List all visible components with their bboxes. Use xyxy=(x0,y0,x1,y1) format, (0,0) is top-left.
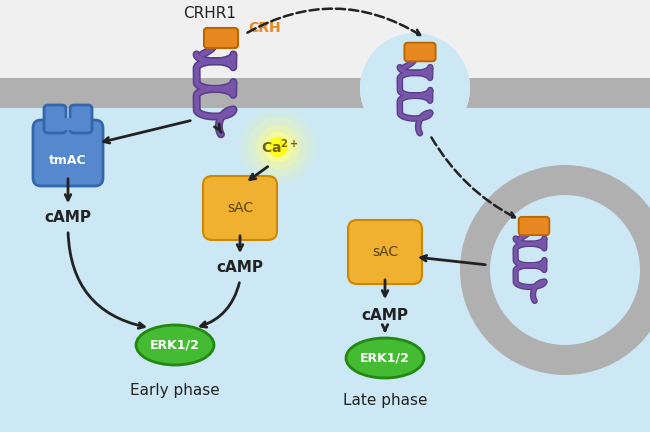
Text: cAMP: cAMP xyxy=(361,308,408,323)
Circle shape xyxy=(360,33,470,143)
Text: Late phase: Late phase xyxy=(343,393,427,407)
FancyBboxPatch shape xyxy=(404,43,436,61)
Ellipse shape xyxy=(136,325,214,365)
FancyBboxPatch shape xyxy=(204,28,238,48)
Ellipse shape xyxy=(346,338,424,378)
Circle shape xyxy=(256,125,300,169)
Text: sAC: sAC xyxy=(227,201,253,215)
Circle shape xyxy=(240,109,316,185)
Text: sAC: sAC xyxy=(372,245,398,259)
Bar xyxy=(0,108,650,432)
Text: ERK1/2: ERK1/2 xyxy=(150,339,200,352)
Bar xyxy=(62,118,74,130)
Bar xyxy=(0,78,650,108)
FancyBboxPatch shape xyxy=(348,220,422,284)
Circle shape xyxy=(360,33,470,143)
Text: CRHR1: CRHR1 xyxy=(183,6,237,22)
Bar xyxy=(330,78,360,108)
Circle shape xyxy=(263,132,293,162)
Text: CRH: CRH xyxy=(249,21,281,35)
FancyBboxPatch shape xyxy=(33,120,103,186)
Circle shape xyxy=(268,137,288,157)
FancyBboxPatch shape xyxy=(44,105,66,133)
Circle shape xyxy=(248,117,308,177)
Text: $\mathbf{Ca^{2+}}$: $\mathbf{Ca^{2+}}$ xyxy=(261,138,299,156)
FancyBboxPatch shape xyxy=(203,176,277,240)
FancyBboxPatch shape xyxy=(519,217,549,235)
Circle shape xyxy=(490,195,640,345)
Text: ERK1/2: ERK1/2 xyxy=(360,352,410,365)
Text: Early phase: Early phase xyxy=(130,382,220,397)
Text: tmAC: tmAC xyxy=(49,153,87,166)
Text: cAMP: cAMP xyxy=(216,260,263,276)
Circle shape xyxy=(460,165,650,375)
Bar xyxy=(0,0,650,78)
FancyBboxPatch shape xyxy=(70,105,92,133)
Text: cAMP: cAMP xyxy=(44,210,92,226)
